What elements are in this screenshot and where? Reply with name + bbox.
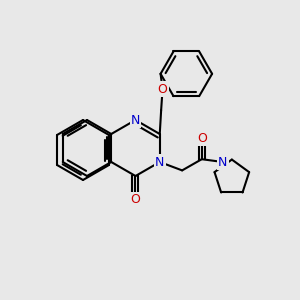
Text: O: O [197,132,207,145]
Text: N: N [131,113,140,127]
Text: N: N [218,155,227,169]
Text: O: O [130,193,140,206]
Text: O: O [158,83,167,96]
Text: N: N [155,155,164,169]
